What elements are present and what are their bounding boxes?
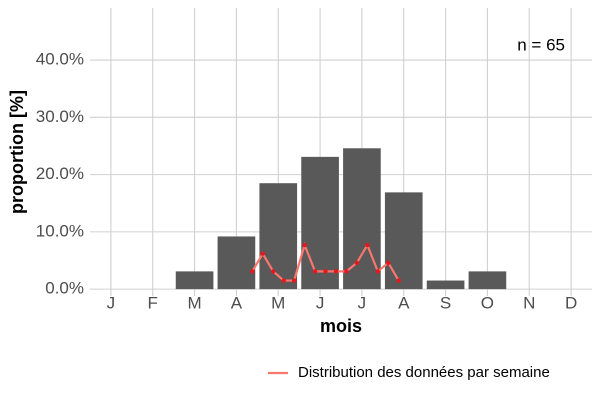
x-tick-label: M (271, 293, 285, 312)
bar (301, 156, 339, 290)
x-tick-label: J (316, 293, 325, 312)
point (281, 278, 286, 283)
x-tick-label: A (398, 293, 410, 312)
point (323, 269, 328, 274)
bar (259, 183, 298, 290)
legend-label: Distribution des données par semaine (298, 364, 550, 381)
y-tick-label: 10.0% (36, 221, 84, 240)
point (386, 260, 391, 265)
x-tick-label: J (358, 293, 367, 312)
bar (384, 192, 423, 290)
bar (175, 271, 214, 290)
point (271, 269, 276, 274)
point (375, 269, 381, 274)
y-tick-label: 30.0% (36, 107, 84, 126)
x-axis-title: mois (320, 316, 362, 336)
bar (343, 148, 381, 290)
y-tick-label: 40.0% (36, 50, 84, 69)
point (354, 260, 360, 265)
point (302, 242, 307, 248)
x-tick-label: S (440, 293, 451, 312)
point (250, 269, 255, 274)
bar (468, 271, 507, 290)
x-tick-label: D (565, 293, 577, 312)
x-tick-label: F (148, 293, 158, 312)
bar (426, 280, 465, 290)
point (396, 278, 401, 283)
x-tick-label: O (481, 293, 494, 312)
point (291, 278, 297, 283)
y-axis-title: proportion [%] (7, 90, 27, 214)
annotation: n = 65 (517, 35, 565, 54)
point (312, 269, 318, 274)
x-tick-label: J (107, 293, 116, 312)
point (344, 269, 349, 274)
y-tick-label: 20.0% (36, 164, 84, 183)
x-tick-label: M (187, 293, 201, 312)
point (365, 242, 370, 248)
point (260, 251, 265, 256)
point (333, 269, 339, 274)
x-tick-label: A (231, 293, 243, 312)
y-tick-label: 0.0% (45, 279, 84, 298)
x-tick-label: N (523, 293, 535, 312)
bar (217, 236, 256, 290)
